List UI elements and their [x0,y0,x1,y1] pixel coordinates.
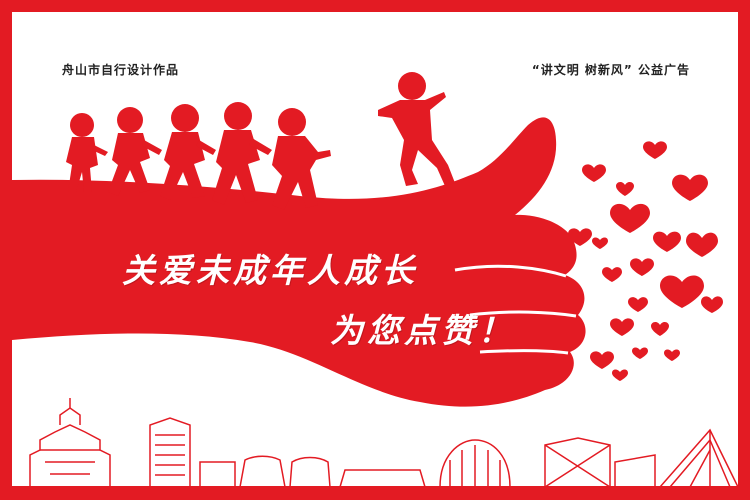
city-skyline [12,398,738,488]
poster-canvas: 舟山市自行设计作品 “讲文明 树新风” 公益广告 关爱未成年人成长 为您点赞！ [12,12,738,488]
credit-right-text: “讲文明 树新风” 公益广告 [531,63,690,77]
hearts-cluster [568,141,723,381]
hand-crease-1 [454,264,567,278]
child-silhouette-2 [108,107,162,196]
child-silhouette-running [378,72,455,186]
child-silhouette-1 [66,113,108,192]
credit-left-text: 舟山市自行设计作品 [62,63,180,77]
slogan-line-1: 关爱未成年人成长 [122,251,418,290]
child-silhouette-5 [272,108,331,210]
hand-crease-3 [479,349,569,355]
child-silhouette-3 [160,104,216,200]
poster-artwork [12,72,738,488]
hand-crease-2 [469,310,577,318]
thumbs-up-hand [12,117,586,407]
slogan-line-2: 为您点赞！ [330,311,515,350]
child-silhouette-4 [212,102,272,205]
